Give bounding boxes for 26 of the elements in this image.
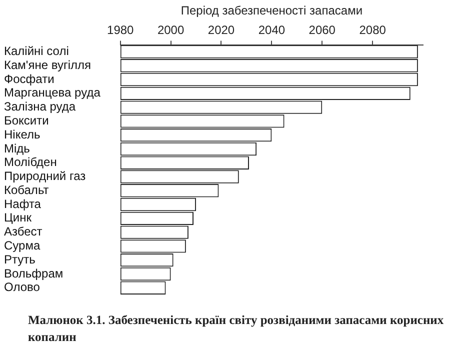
y-tick-label: Фосфати bbox=[4, 72, 54, 86]
y-tick-label: Вольфрам bbox=[4, 266, 64, 280]
x-axis-title: Період забезпеченості запасами bbox=[180, 4, 363, 18]
x-tick-label: 1980 bbox=[107, 22, 134, 37]
y-tick-label: Боксити bbox=[4, 114, 49, 128]
y-tick-label: Азбест bbox=[4, 224, 43, 239]
x-tick-label: 2080 bbox=[359, 22, 386, 37]
y-tick-label: Природний газ bbox=[4, 169, 86, 184]
y-tick-label: Мідь bbox=[4, 141, 30, 156]
y-tick-label: Олово bbox=[4, 280, 40, 294]
x-tick-label: 2060 bbox=[308, 22, 336, 37]
y-tick-label: Залізна руда bbox=[4, 100, 76, 114]
y-tick-label: Калійні солі bbox=[4, 44, 69, 58]
x-tick-label: 2040 bbox=[258, 22, 286, 37]
y-tick-label: Ртуть bbox=[4, 252, 36, 266]
y-tick-label: Кам'яне вугілля bbox=[4, 58, 91, 72]
y-tick-label: Нікель bbox=[4, 127, 40, 142]
x-tick-label: 2000 bbox=[157, 22, 184, 37]
y-tick-label: Марганцева руда bbox=[4, 86, 101, 100]
y-tick-label: Нафта bbox=[4, 196, 42, 211]
x-tick-label: 2020 bbox=[208, 22, 235, 37]
y-tick-label: Цинк bbox=[4, 210, 32, 225]
y-tick-label: Молібден bbox=[4, 155, 57, 170]
text: Малюнок 3.1. Забезпеченість країн світу розвіданими запасами корисних копалин bbox=[28, 312, 445, 346]
y-tick-label: Сурма bbox=[4, 238, 40, 252]
y-tick-label: Кобальт bbox=[4, 182, 50, 197]
